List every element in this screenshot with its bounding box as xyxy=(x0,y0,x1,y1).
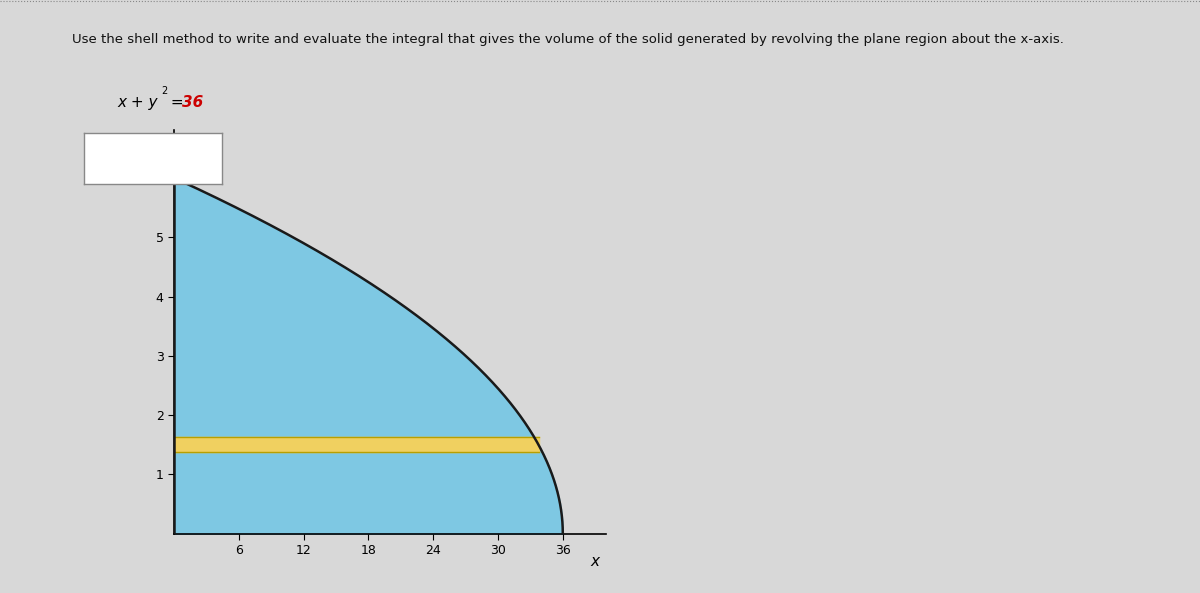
Text: =: = xyxy=(166,95,188,110)
Text: x + y: x + y xyxy=(118,95,158,110)
Text: 36: 36 xyxy=(182,95,204,110)
Text: x: x xyxy=(590,554,600,569)
Text: 2: 2 xyxy=(161,86,167,96)
Text: y: y xyxy=(149,142,158,158)
Text: Use the shell method to write and evaluate the integral that gives the volume of: Use the shell method to write and evalua… xyxy=(72,33,1064,46)
